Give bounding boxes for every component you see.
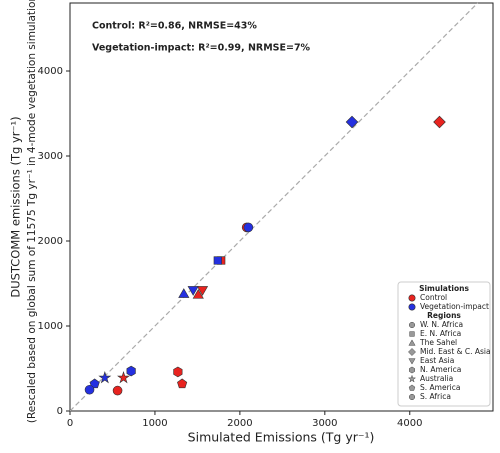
legend-marker: [408, 322, 416, 328]
y-tick-label: 4000: [38, 66, 63, 77]
point: [177, 378, 188, 389]
y-axis-label: DUSTCOMM emissions (Tg yr⁻¹): [9, 116, 23, 297]
point: [192, 289, 204, 299]
y-tick-label: 2000: [38, 236, 63, 247]
legend-label: N. America: [420, 365, 461, 374]
legend-marker: [408, 303, 416, 311]
x-tick-label: 4000: [397, 418, 422, 429]
legend-label: W. N. Africa: [420, 320, 463, 329]
point: [173, 366, 183, 378]
point: [345, 115, 359, 129]
legend-marker: [408, 384, 416, 391]
legend-marker: [409, 366, 415, 374]
legend-label: S. America: [420, 383, 460, 392]
legend-label: Mid. East & C. Asia: [420, 347, 491, 356]
legend-marker: [408, 394, 416, 400]
annotation: Control: R²=0.86, NRMSE=43%: [92, 21, 257, 32]
x-tick-label: 1000: [142, 418, 167, 429]
point: [178, 288, 190, 298]
point: [89, 378, 100, 389]
legend-marker: [409, 331, 415, 337]
y-tick-label: 0: [57, 406, 63, 417]
annotation: Vegetation-impact: R²=0.99, NRMSE=7%: [92, 43, 311, 54]
x-tick-label: 0: [67, 418, 73, 429]
one-to-one-line: [69, 2, 479, 412]
point: [433, 115, 446, 129]
point: [213, 256, 222, 265]
legend-label: Australia: [420, 374, 453, 383]
point: [98, 371, 112, 384]
legend-label: The Sahel: [419, 338, 457, 347]
legend-marker: [407, 374, 417, 383]
plot-frame: [69, 2, 494, 412]
legend: [397, 281, 491, 407]
legend-label: Vegetation-impact: [420, 302, 489, 311]
legend-marker: [408, 294, 416, 302]
x-axis-label: Simulated Emissions (Tg yr⁻¹): [188, 430, 375, 445]
x-tick-label: 3000: [312, 418, 337, 429]
point: [126, 365, 136, 377]
x-tick-label: 2000: [227, 418, 252, 429]
y-axis-label: (Rescaled based on global sum of 11575 T…: [26, 0, 38, 423]
point: [84, 384, 95, 395]
legend-label: E. N. Africa: [420, 329, 461, 338]
legend-marker: [408, 348, 416, 356]
legend-label: East Asia: [420, 356, 454, 365]
y-tick-label: 1000: [38, 321, 63, 332]
point: [187, 286, 199, 296]
point: [112, 385, 123, 396]
point: [243, 222, 254, 233]
point: [117, 371, 130, 384]
point: [196, 286, 209, 296]
legend-marker: [408, 339, 416, 346]
legend-label: S. Africa: [420, 392, 451, 401]
legend-title: Regions: [427, 311, 461, 320]
legend-title: Simulations: [419, 284, 469, 293]
legend-label: Control: [420, 293, 447, 302]
legend-marker: [408, 358, 416, 365]
y-tick-label: 3000: [38, 151, 63, 162]
